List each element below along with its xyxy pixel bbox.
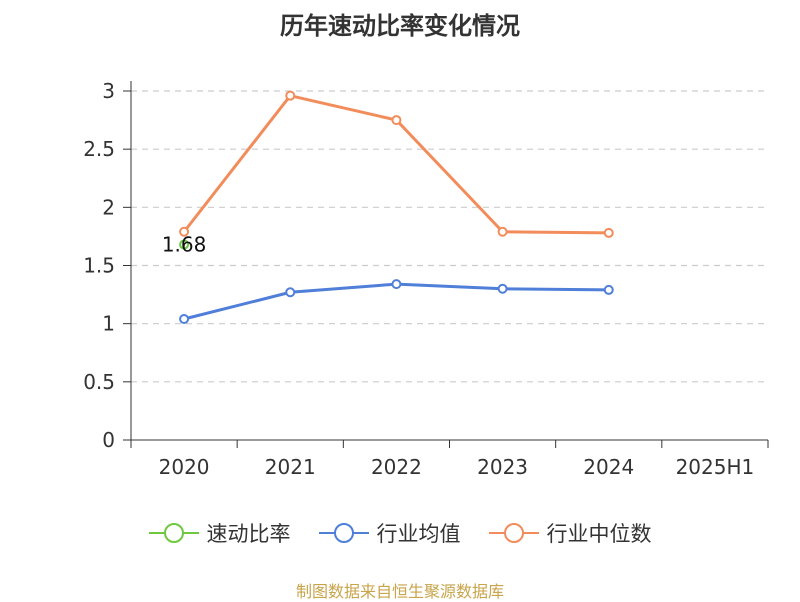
y-tick-label: 1.5 [83, 254, 115, 278]
y-tick-label: 3 [102, 79, 115, 103]
data-point-1 [603, 284, 614, 295]
legend-swatch-industry-median [488, 523, 539, 543]
data-point-2 [285, 90, 296, 101]
data-point-1 [179, 314, 190, 325]
data-point-1 [285, 287, 296, 298]
legend-item-quick-ratio[interactable]: 速动比率 [148, 518, 291, 548]
data-point-2 [497, 226, 508, 237]
data-point-2 [603, 227, 614, 238]
y-tick-label: 2.5 [83, 137, 115, 161]
legend-label-industry-mean: 行业均值 [376, 522, 461, 546]
x-tick-label: 2021 [265, 455, 316, 479]
x-tick-label: 2023 [477, 455, 528, 479]
data-point-1 [497, 283, 508, 294]
data-point-1 [391, 279, 402, 290]
chart-title: 历年速动比率变化情况 [280, 12, 520, 40]
x-tick-label: 2024 [583, 455, 634, 479]
legend-item-industry-median[interactable]: 行业中位数 [488, 518, 652, 548]
data-point-0 [179, 239, 190, 250]
legend-label-industry-median: 行业中位数 [546, 522, 652, 546]
data-point-2 [391, 115, 402, 126]
legend: 速动比率 行业均值 行业中位数 [0, 518, 800, 548]
legend-item-industry-mean[interactable]: 行业均值 [318, 518, 461, 548]
data-point-2 [179, 226, 190, 237]
y-tick-label: 0.5 [83, 370, 115, 394]
series-line-1 [183, 282, 609, 321]
legend-swatch-quick-ratio [148, 523, 199, 543]
source-note: 制图数据来自恒生聚源数据库 [295, 582, 504, 601]
legend-label-quick-ratio: 速动比率 [206, 522, 291, 546]
x-tick-label: 2020 [159, 455, 210, 479]
legend-swatch-industry-mean [318, 523, 369, 543]
x-tick-label: 2025H1 [676, 455, 755, 479]
y-tick-label: 0 [102, 428, 115, 452]
data-label: 1.68 [162, 233, 207, 257]
y-tick-label: 1 [102, 312, 115, 336]
x-tick-label: 2022 [371, 455, 422, 479]
y-tick-label: 2 [102, 195, 115, 219]
